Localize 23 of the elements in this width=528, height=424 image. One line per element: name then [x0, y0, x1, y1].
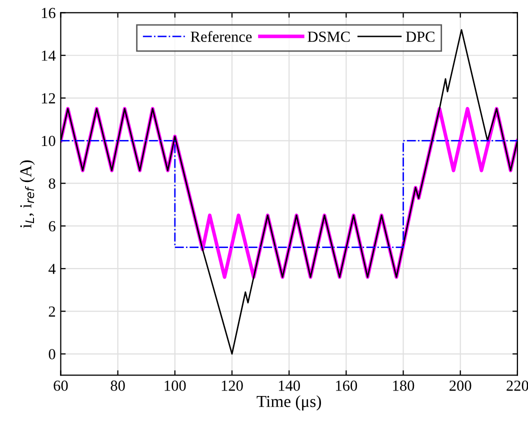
x-tick-label: 80: [110, 380, 125, 391]
legend-label: DPC: [406, 32, 434, 42]
x-tick-label: 60: [54, 380, 68, 391]
y-tick-label: 8: [48, 178, 56, 189]
x-tick-label: 220: [506, 380, 528, 391]
y-tick-label: 4: [48, 264, 56, 274]
x-axis-title: Time (μs): [256, 395, 321, 410]
x-tick-label: 180: [393, 380, 414, 391]
y-tick-label: 10: [42, 136, 56, 146]
legend-label: Reference: [190, 30, 252, 42]
x-tick-label: 140: [278, 380, 300, 391]
y-axis-title: i$_{L}$, i$_{ref}$ (A): [20, 160, 35, 228]
x-tick-label: 200: [450, 380, 472, 391]
y-tick-label: 14: [42, 50, 56, 61]
y-tick-label: 2: [48, 306, 56, 317]
y-tick-label: 16: [42, 8, 56, 18]
y-tick-label: 6: [48, 221, 56, 232]
x-tick-label: 160: [336, 380, 358, 391]
y-tick-label: 0: [48, 349, 56, 360]
y-tick-label: 12: [42, 93, 56, 104]
x-tick-label: 100: [164, 380, 186, 391]
x-tick-label: 120: [222, 380, 243, 391]
legend-label: DSMC: [308, 32, 350, 42]
